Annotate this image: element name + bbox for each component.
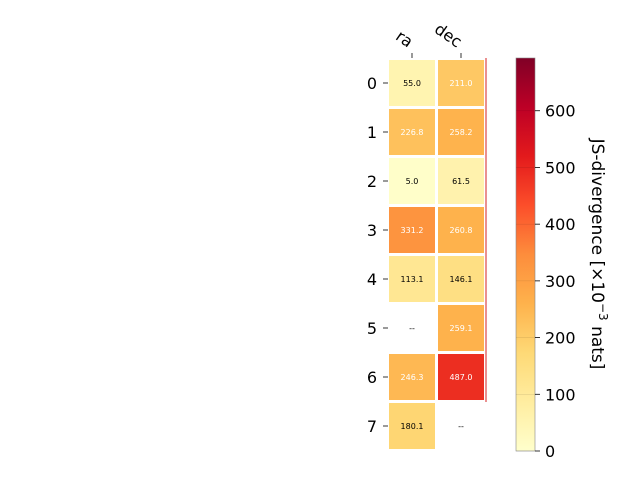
cell-label: 260.8	[450, 226, 473, 235]
colorbar-tick-label: 400	[545, 215, 576, 234]
row-label: 5	[367, 319, 377, 338]
cell-label: 259.1	[450, 324, 473, 333]
row-label: 7	[367, 417, 377, 436]
cell-label: 487.0	[450, 373, 473, 382]
heatmap-cell	[438, 354, 484, 400]
colorbar-tick-label: 200	[545, 329, 576, 348]
cell-label: --	[458, 422, 464, 431]
cell-label: 226.8	[401, 128, 424, 137]
row-label: 0	[367, 74, 377, 93]
colorbar-tick-label: 0	[545, 442, 555, 461]
heatmap-cell	[438, 158, 484, 204]
colorbar-gradient	[515, 57, 536, 452]
colorbar-label: JS-divergence [×10−3 nats]	[587, 138, 610, 370]
column-label: ra	[392, 26, 416, 51]
colorbar-tick-label: 300	[545, 272, 576, 291]
cell-label: --	[409, 324, 415, 333]
cell-label: 5.0	[406, 177, 419, 186]
row-label: 1	[367, 123, 377, 142]
heatmap-cell	[389, 158, 435, 204]
cell-label: 180.1	[401, 422, 424, 431]
heatmap-cell	[389, 354, 435, 400]
heatmap-cell	[438, 256, 484, 302]
heatmap-cell	[389, 207, 435, 253]
cell-label: 258.2	[450, 128, 473, 137]
colorbar-tick-label: 500	[545, 158, 576, 177]
heatmap-cell	[389, 256, 435, 302]
heatmap-cell	[389, 403, 435, 449]
heatmap-cell	[438, 305, 484, 351]
heatmap-cell	[438, 207, 484, 253]
cell-label: 211.0	[450, 79, 473, 88]
column-label: dec	[431, 19, 465, 51]
cell-label: 146.1	[450, 275, 473, 284]
row-label: 2	[367, 172, 377, 191]
cell-label: 331.2	[401, 226, 424, 235]
cell-label: 61.5	[452, 177, 470, 186]
cell-label: 55.0	[403, 79, 421, 88]
row-label: 4	[367, 270, 377, 289]
colorbar-ticks: 0 100 200 300 400 500 600	[516, 102, 576, 461]
heatmap-cell-labels: 55.0 211.0 226.8 258.2 5.0 61.5 331.2 260.8 113.…	[401, 79, 473, 431]
heatmap-cells	[389, 60, 484, 449]
row-label: 6	[367, 368, 377, 387]
heatmap-cell	[438, 60, 484, 106]
colorbar: 0 100 200 300 400 500 600 JS-divergence [×10−3…	[515, 57, 610, 461]
heatmap-cell	[389, 109, 435, 155]
heatmap-cell	[438, 109, 484, 155]
cell-label: 113.1	[401, 275, 424, 284]
heatmap-cell	[389, 60, 435, 106]
colorbar-tick-label: 100	[545, 385, 576, 404]
colorbar-tick-label: 600	[545, 102, 576, 121]
cell-label: 246.3	[401, 373, 424, 382]
row-label: 3	[367, 221, 377, 240]
